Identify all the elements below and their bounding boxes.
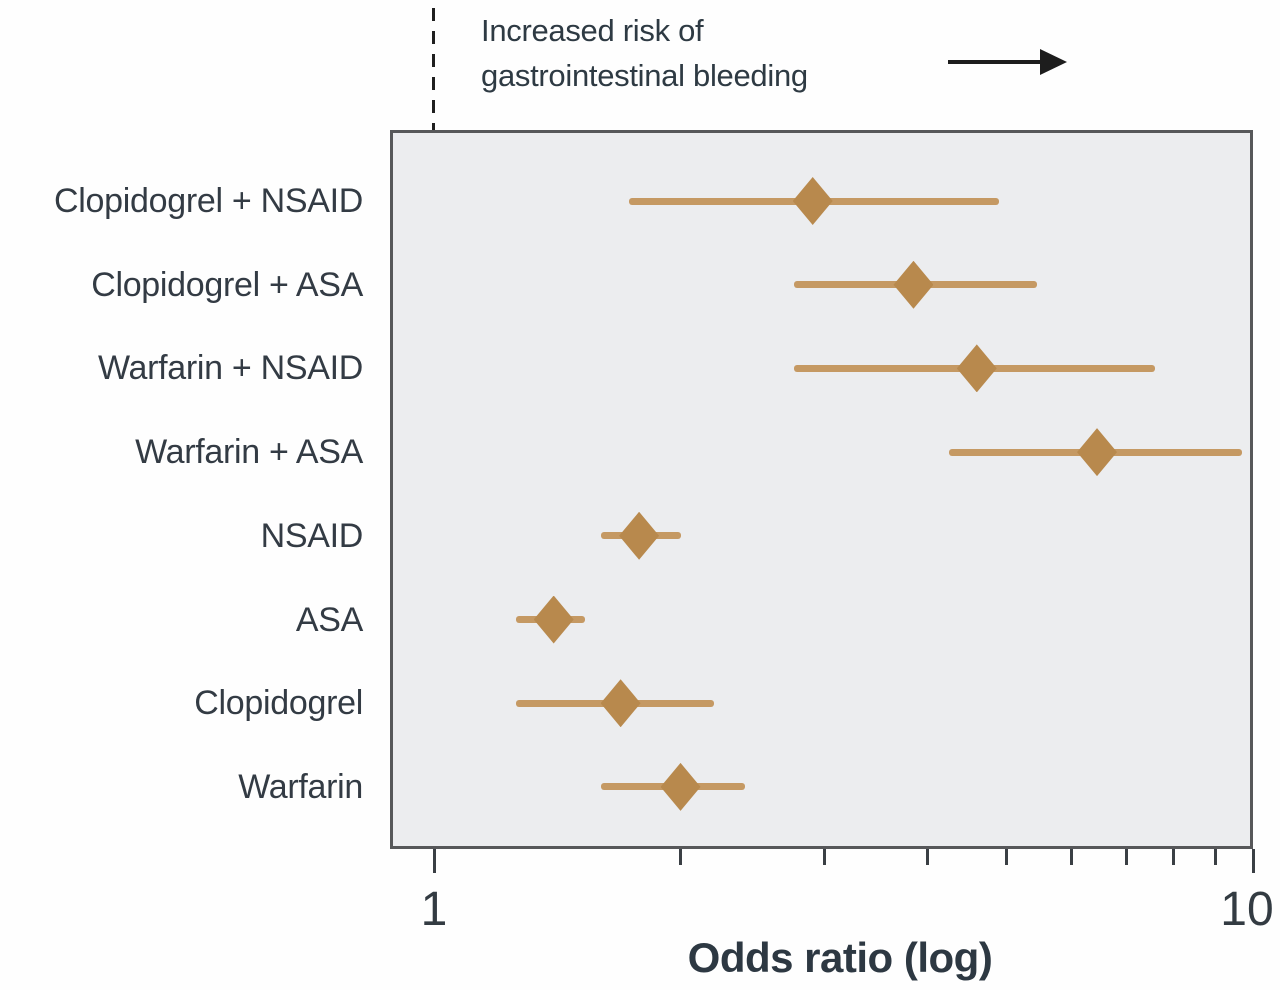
row-label-warfarin-nsaid: Warfarin + NSAID xyxy=(97,349,363,388)
row-label-warfarin: Warfarin xyxy=(238,767,363,806)
x-tick-8 xyxy=(1172,849,1176,865)
row-label-clopidogrel: Clopidogrel xyxy=(194,684,363,723)
x-tick-6 xyxy=(1069,849,1073,865)
row-label-asa: ASA xyxy=(295,600,363,639)
x-tick-10 xyxy=(1251,849,1255,873)
annotation-increased-risk: Increased risk of gastrointestinal bleed… xyxy=(481,8,808,98)
annotation-line-2: gastrointestinal bleeding xyxy=(481,58,808,93)
x-tick-2 xyxy=(679,849,683,865)
row-label-clopidogrel-asa: Clopidogrel + ASA xyxy=(91,265,363,304)
x-tick-1 xyxy=(432,849,436,873)
x-tick-7 xyxy=(1124,849,1128,865)
row-label-nsaid: NSAID xyxy=(260,516,364,555)
x-tick-5 xyxy=(1004,849,1008,865)
x-tick-label-1: 1 xyxy=(420,883,448,936)
right-arrow-icon xyxy=(946,44,1070,80)
annotation-line-1: Increased risk of xyxy=(481,13,704,48)
plot-area xyxy=(390,130,1253,849)
x-tick-3 xyxy=(823,849,827,865)
x-tick-9 xyxy=(1214,849,1218,865)
x-tick-4 xyxy=(925,849,929,865)
x-axis-title: Odds ratio (log) xyxy=(687,934,993,981)
x-tick-label-10: 10 xyxy=(1220,883,1274,936)
row-label-clopidogrel-nsaid: Clopidogrel + NSAID xyxy=(54,182,363,220)
row-label-warfarin-asa: Warfarin + ASA xyxy=(135,433,363,472)
